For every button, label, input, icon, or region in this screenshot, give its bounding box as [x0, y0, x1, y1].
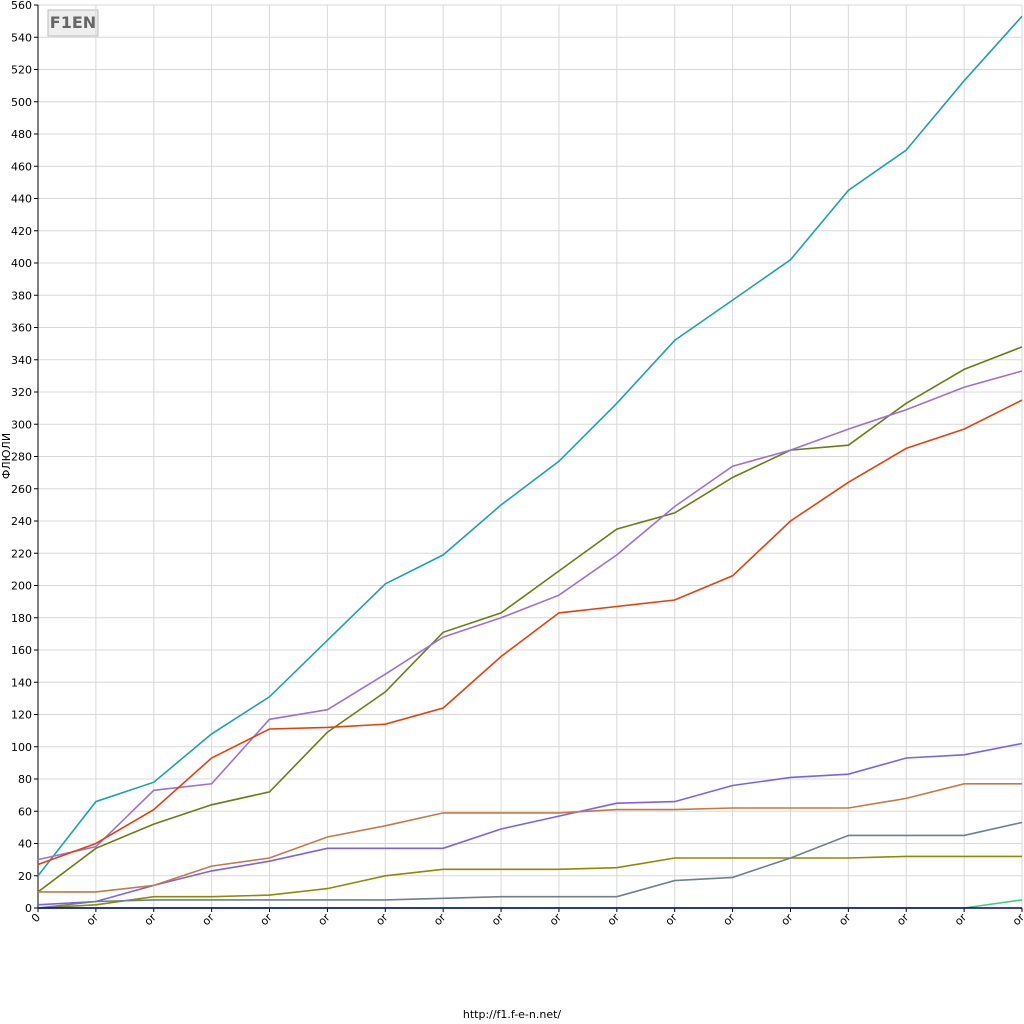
x-tick-label: 0: [29, 911, 43, 925]
y-tick-label: 180: [11, 612, 32, 625]
y-tick-label: 200: [11, 580, 32, 593]
series-line: [37, 15, 1023, 877]
series-line: [37, 370, 1023, 861]
x-tick-label: or: [489, 911, 506, 928]
x-tick-label: or: [894, 911, 911, 928]
y-tick-label: 40: [18, 838, 32, 851]
x-tick-label: or: [431, 911, 448, 928]
x-tick-label: or: [142, 911, 159, 928]
logo-text: F1EN: [50, 13, 96, 32]
series-line: [38, 783, 1022, 893]
series-line: [37, 742, 1023, 906]
y-tick-label: 160: [11, 644, 32, 657]
x-tick-label: or: [778, 911, 795, 928]
y-tick-label: 100: [11, 741, 32, 754]
y-tick-label: 520: [11, 64, 32, 77]
y-tick-label: 300: [11, 418, 32, 431]
series-line: [37, 821, 1023, 909]
y-tick-label: 560: [11, 0, 32, 12]
x-tick-label: or: [605, 911, 622, 928]
y-tick-label: 400: [11, 257, 32, 270]
x-tick-label: or: [315, 911, 332, 928]
y-tick-label: 0: [25, 902, 32, 915]
x-tick-label: or: [257, 911, 274, 928]
series-line: [37, 855, 1022, 909]
x-tick-label: or: [836, 911, 853, 928]
x-tick-label: or: [1010, 911, 1024, 928]
footer: http://f1.f-e-n.net/: [463, 1008, 562, 1021]
y-tick-label: 240: [11, 515, 32, 528]
y-tick-label: 500: [11, 96, 32, 109]
y-tick-label: 280: [11, 451, 32, 464]
y-tick-label: 480: [11, 128, 32, 141]
y-tick-label: 440: [11, 193, 32, 206]
y-tick-label: 260: [11, 483, 32, 496]
x-tick-label: or: [373, 911, 390, 928]
series-line: [37, 346, 1023, 893]
y-tick-label: 60: [18, 805, 32, 818]
y-axis-label: ФЛЮЛИ: [0, 433, 13, 479]
y-tick-label: 220: [11, 547, 32, 560]
y-tick-label: 540: [11, 31, 32, 44]
y-tick-label: 80: [18, 773, 32, 786]
series-line: [37, 399, 1023, 866]
y-tick-label: 120: [11, 709, 32, 722]
logo: F1EN: [47, 9, 99, 37]
x-tick-label: or: [952, 911, 969, 928]
y-tick-label: 320: [11, 386, 32, 399]
x-tick-label: or: [84, 911, 101, 928]
x-tick-label: or: [721, 911, 738, 928]
y-tick-label: 360: [11, 322, 32, 335]
y-tick-label: 460: [11, 160, 32, 173]
x-tick-label: or: [663, 911, 680, 928]
x-tick-label: or: [200, 911, 217, 928]
y-tick-label: 20: [18, 870, 32, 883]
y-tick-label: 140: [11, 676, 32, 689]
logo-box: [47, 9, 99, 37]
x-tick-label: or: [547, 911, 564, 928]
series-line: [38, 899, 1023, 909]
y-tick-label: 340: [11, 354, 32, 367]
y-tick-label: 420: [11, 225, 32, 238]
y-tick-label: 380: [11, 289, 32, 302]
